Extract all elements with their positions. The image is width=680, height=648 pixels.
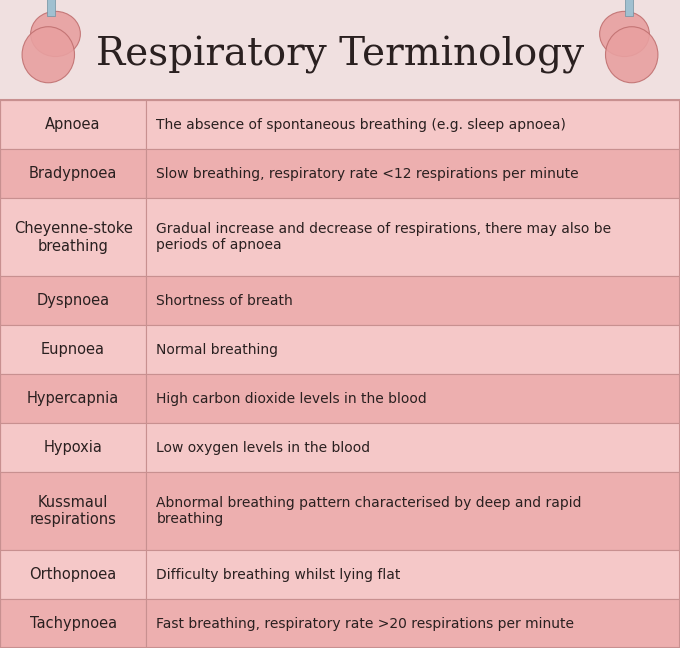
Text: Apnoea: Apnoea [46,117,101,132]
Ellipse shape [22,27,75,83]
Bar [146,149,680,198]
Bar [0,277,146,325]
Text: Cheyenne-stoke
breathing: Cheyenne-stoke breathing [14,221,133,253]
Bar [146,550,680,599]
Text: Fast breathing, respiratory rate >20 respirations per minute: Fast breathing, respiratory rate >20 res… [156,616,575,631]
Bar [146,375,680,423]
Bar [0,325,146,375]
Bar [0,100,680,648]
Text: The absence of spontaneous breathing (e.g. sleep apnoea): The absence of spontaneous breathing (e.… [156,118,566,132]
Text: Difficulty breathing whilst lying flat: Difficulty breathing whilst lying flat [156,568,401,582]
Text: Eupnoea: Eupnoea [41,342,105,357]
Bar [0,375,146,423]
Text: Bradypnoea: Bradypnoea [29,167,117,181]
Text: Tachypnoea: Tachypnoea [29,616,117,631]
Text: Normal breathing: Normal breathing [156,343,278,357]
Text: Abnormal breathing pattern characterised by deep and rapid
breathing: Abnormal breathing pattern characterised… [156,496,582,526]
Bar [0,472,146,550]
Bar [0,149,146,198]
Bar [146,423,680,472]
Text: Hypoxia: Hypoxia [44,440,103,455]
Ellipse shape [600,12,649,56]
Bar [0,599,146,648]
Bar [0,0,680,100]
Bar [146,599,680,648]
Text: High carbon dioxide levels in the blood: High carbon dioxide levels in the blood [156,391,427,406]
Bar [0,550,146,599]
Bar [0,100,146,149]
Bar [0,423,146,472]
Text: Kussmaul
respirations: Kussmaul respirations [30,495,116,527]
Bar [146,100,680,149]
Ellipse shape [31,12,80,56]
Bar [146,277,680,325]
Bar [47,0,55,16]
Text: Shortness of breath: Shortness of breath [156,294,293,308]
Text: Hypercapnia: Hypercapnia [27,391,119,406]
Text: Dyspnoea: Dyspnoea [37,294,109,308]
Text: Gradual increase and decrease of respirations, there may also be
periods of apno: Gradual increase and decrease of respira… [156,222,611,253]
Text: Orthopnoea: Orthopnoea [29,567,117,582]
Bar [0,198,146,277]
Bar [146,472,680,550]
Bar [625,0,633,16]
Text: Slow breathing, respiratory rate <12 respirations per minute: Slow breathing, respiratory rate <12 res… [156,167,579,181]
Bar [146,325,680,375]
Text: Respiratory Terminology: Respiratory Terminology [96,36,584,75]
Bar [146,198,680,277]
Ellipse shape [605,27,658,83]
Text: Low oxygen levels in the blood: Low oxygen levels in the blood [156,441,371,454]
